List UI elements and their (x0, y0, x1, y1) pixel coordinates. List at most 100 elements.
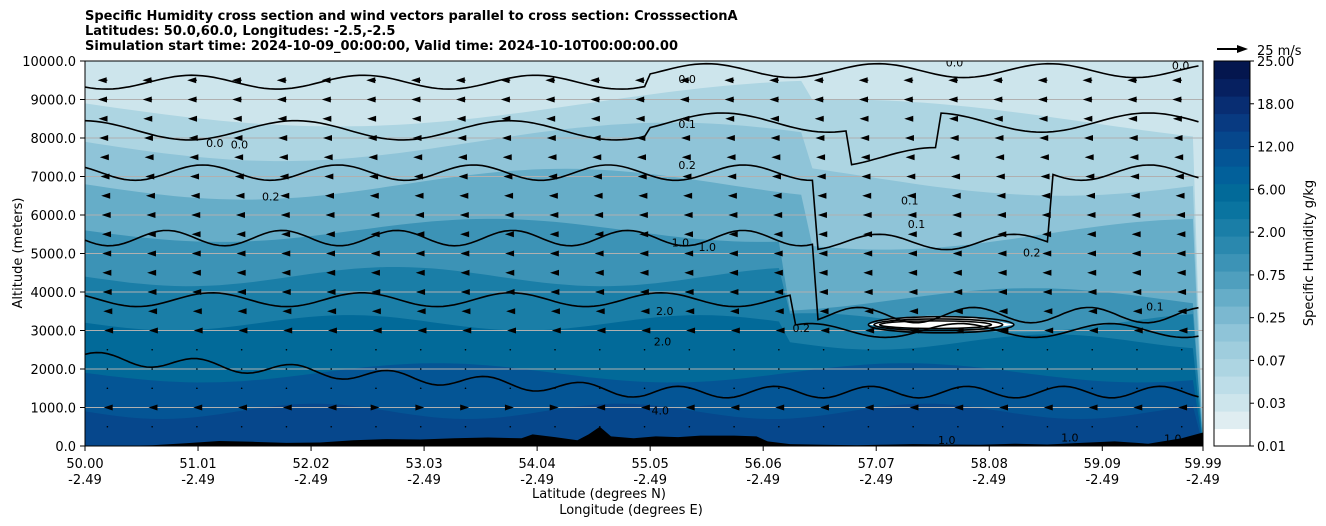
wind-vector (685, 404, 695, 411)
quiver-key-label: 25 m/s (1257, 44, 1302, 59)
wind-vector (594, 231, 604, 238)
wind-vector (457, 135, 467, 141)
wind-vector (681, 135, 691, 141)
wind-vector-head (1127, 96, 1137, 103)
wind-vector-head (863, 250, 873, 257)
wind-vector (281, 231, 291, 238)
wind-vector (1088, 404, 1098, 411)
wind-vector (778, 425, 780, 428)
wind-vector (1131, 250, 1141, 257)
wind-vector-head (369, 192, 379, 199)
wind-vector-head (641, 327, 651, 334)
x-tick-label-lat: 52.02 (292, 457, 329, 472)
wind-vector-head (236, 289, 246, 295)
wind-vector-head (908, 269, 918, 276)
wind-vector (97, 96, 108, 103)
wind-vector (456, 115, 466, 122)
wind-vector-head (99, 135, 109, 141)
wind-vector (326, 250, 336, 257)
wind-vector-dot (957, 425, 959, 428)
wind-vector-head (234, 173, 244, 180)
contour-label: 1.0 (1164, 432, 1182, 445)
x-tick-label-lat: 51.01 (179, 457, 216, 472)
wind-vector (189, 154, 199, 161)
wind-vector-head (502, 135, 512, 141)
wind-vector (822, 348, 825, 351)
wind-vector (190, 173, 200, 180)
colorbar: 0.01 0.03 0.07 0.25 0.75 2.00 6.00 12.00 18.00 25… (1213, 55, 1294, 455)
wind-vector-head (505, 269, 515, 276)
wind-vector (1001, 368, 1004, 370)
wind-vector (1091, 368, 1094, 370)
wind-vector-head (235, 212, 245, 218)
wind-vector (375, 387, 377, 390)
colorbar-tick-label: 12.00 (1257, 141, 1294, 156)
wind-vector-head (1042, 250, 1052, 257)
wind-vector (867, 387, 870, 390)
wind-vector (725, 115, 735, 122)
wind-vector (458, 173, 468, 180)
wind-vector (637, 154, 647, 161)
wind-vector (549, 404, 559, 411)
wind-vector-head (545, 96, 555, 103)
contour-line-4.0 (85, 351, 1199, 399)
wind-vector-head (550, 269, 560, 276)
wind-vector-head (594, 231, 604, 238)
wind-vector (1088, 308, 1098, 315)
wind-vector-head (684, 250, 694, 257)
wind-vector-dot (643, 348, 646, 351)
wind-vector (639, 269, 649, 276)
wind-vector (106, 425, 109, 428)
wind-vector (1136, 425, 1138, 428)
contour-label: 2.0 (654, 336, 672, 349)
y-tick-label: 0.0 (55, 440, 76, 455)
wind-vector-head (460, 404, 470, 411)
wind-vector-head (860, 154, 870, 161)
wind-vector-head (905, 154, 915, 161)
wind-vector (1091, 387, 1094, 390)
wind-vector-head (909, 404, 919, 411)
wind-vector-head (864, 308, 874, 315)
wind-vector-head (1174, 173, 1184, 180)
wind-vector-head (324, 173, 334, 180)
wind-vector (1133, 404, 1143, 411)
wind-vector (187, 77, 197, 84)
wind-vector (728, 231, 738, 238)
wind-vector-head (148, 404, 158, 411)
wind-vector-head (860, 135, 870, 141)
colorbar-frame (1213, 60, 1251, 447)
wind-vector-head (187, 77, 197, 84)
wind-vector (99, 154, 109, 161)
wind-vector (1083, 135, 1093, 141)
wind-vector (679, 96, 690, 103)
wind-vector (1172, 96, 1182, 103)
wind-vector (729, 269, 739, 276)
wind-vector (778, 387, 780, 390)
wind-vector (196, 368, 198, 370)
wind-vector-dot (464, 348, 467, 351)
wind-vector-head (1084, 154, 1094, 161)
wind-vector (773, 231, 783, 238)
wind-vector-head (818, 250, 828, 257)
colorbar-segment (1214, 201, 1250, 220)
wind-vector-dot (643, 368, 646, 370)
wind-vector-head (280, 192, 290, 199)
wind-vector-head (413, 154, 423, 161)
wind-vector-head (188, 115, 198, 122)
colorbar-tick-label: 6.00 (1257, 183, 1286, 198)
wind-vector (100, 173, 110, 180)
wind-vector (321, 77, 332, 84)
wind-vector-head (726, 154, 736, 161)
wind-vector (683, 212, 693, 218)
wind-vector (415, 269, 425, 276)
wind-vector-head (1128, 135, 1138, 141)
colorbar-segment (1214, 61, 1250, 80)
wind-vector-dot (151, 368, 153, 370)
wind-vector-head (1129, 154, 1139, 161)
y-tick-label: 10000.0 (22, 55, 76, 70)
wind-vector-head (592, 173, 602, 180)
wind-vector-head (1173, 135, 1183, 141)
wind-vector (370, 269, 380, 276)
wind-vector-dot (375, 387, 377, 390)
wind-vector-dot (106, 387, 109, 390)
